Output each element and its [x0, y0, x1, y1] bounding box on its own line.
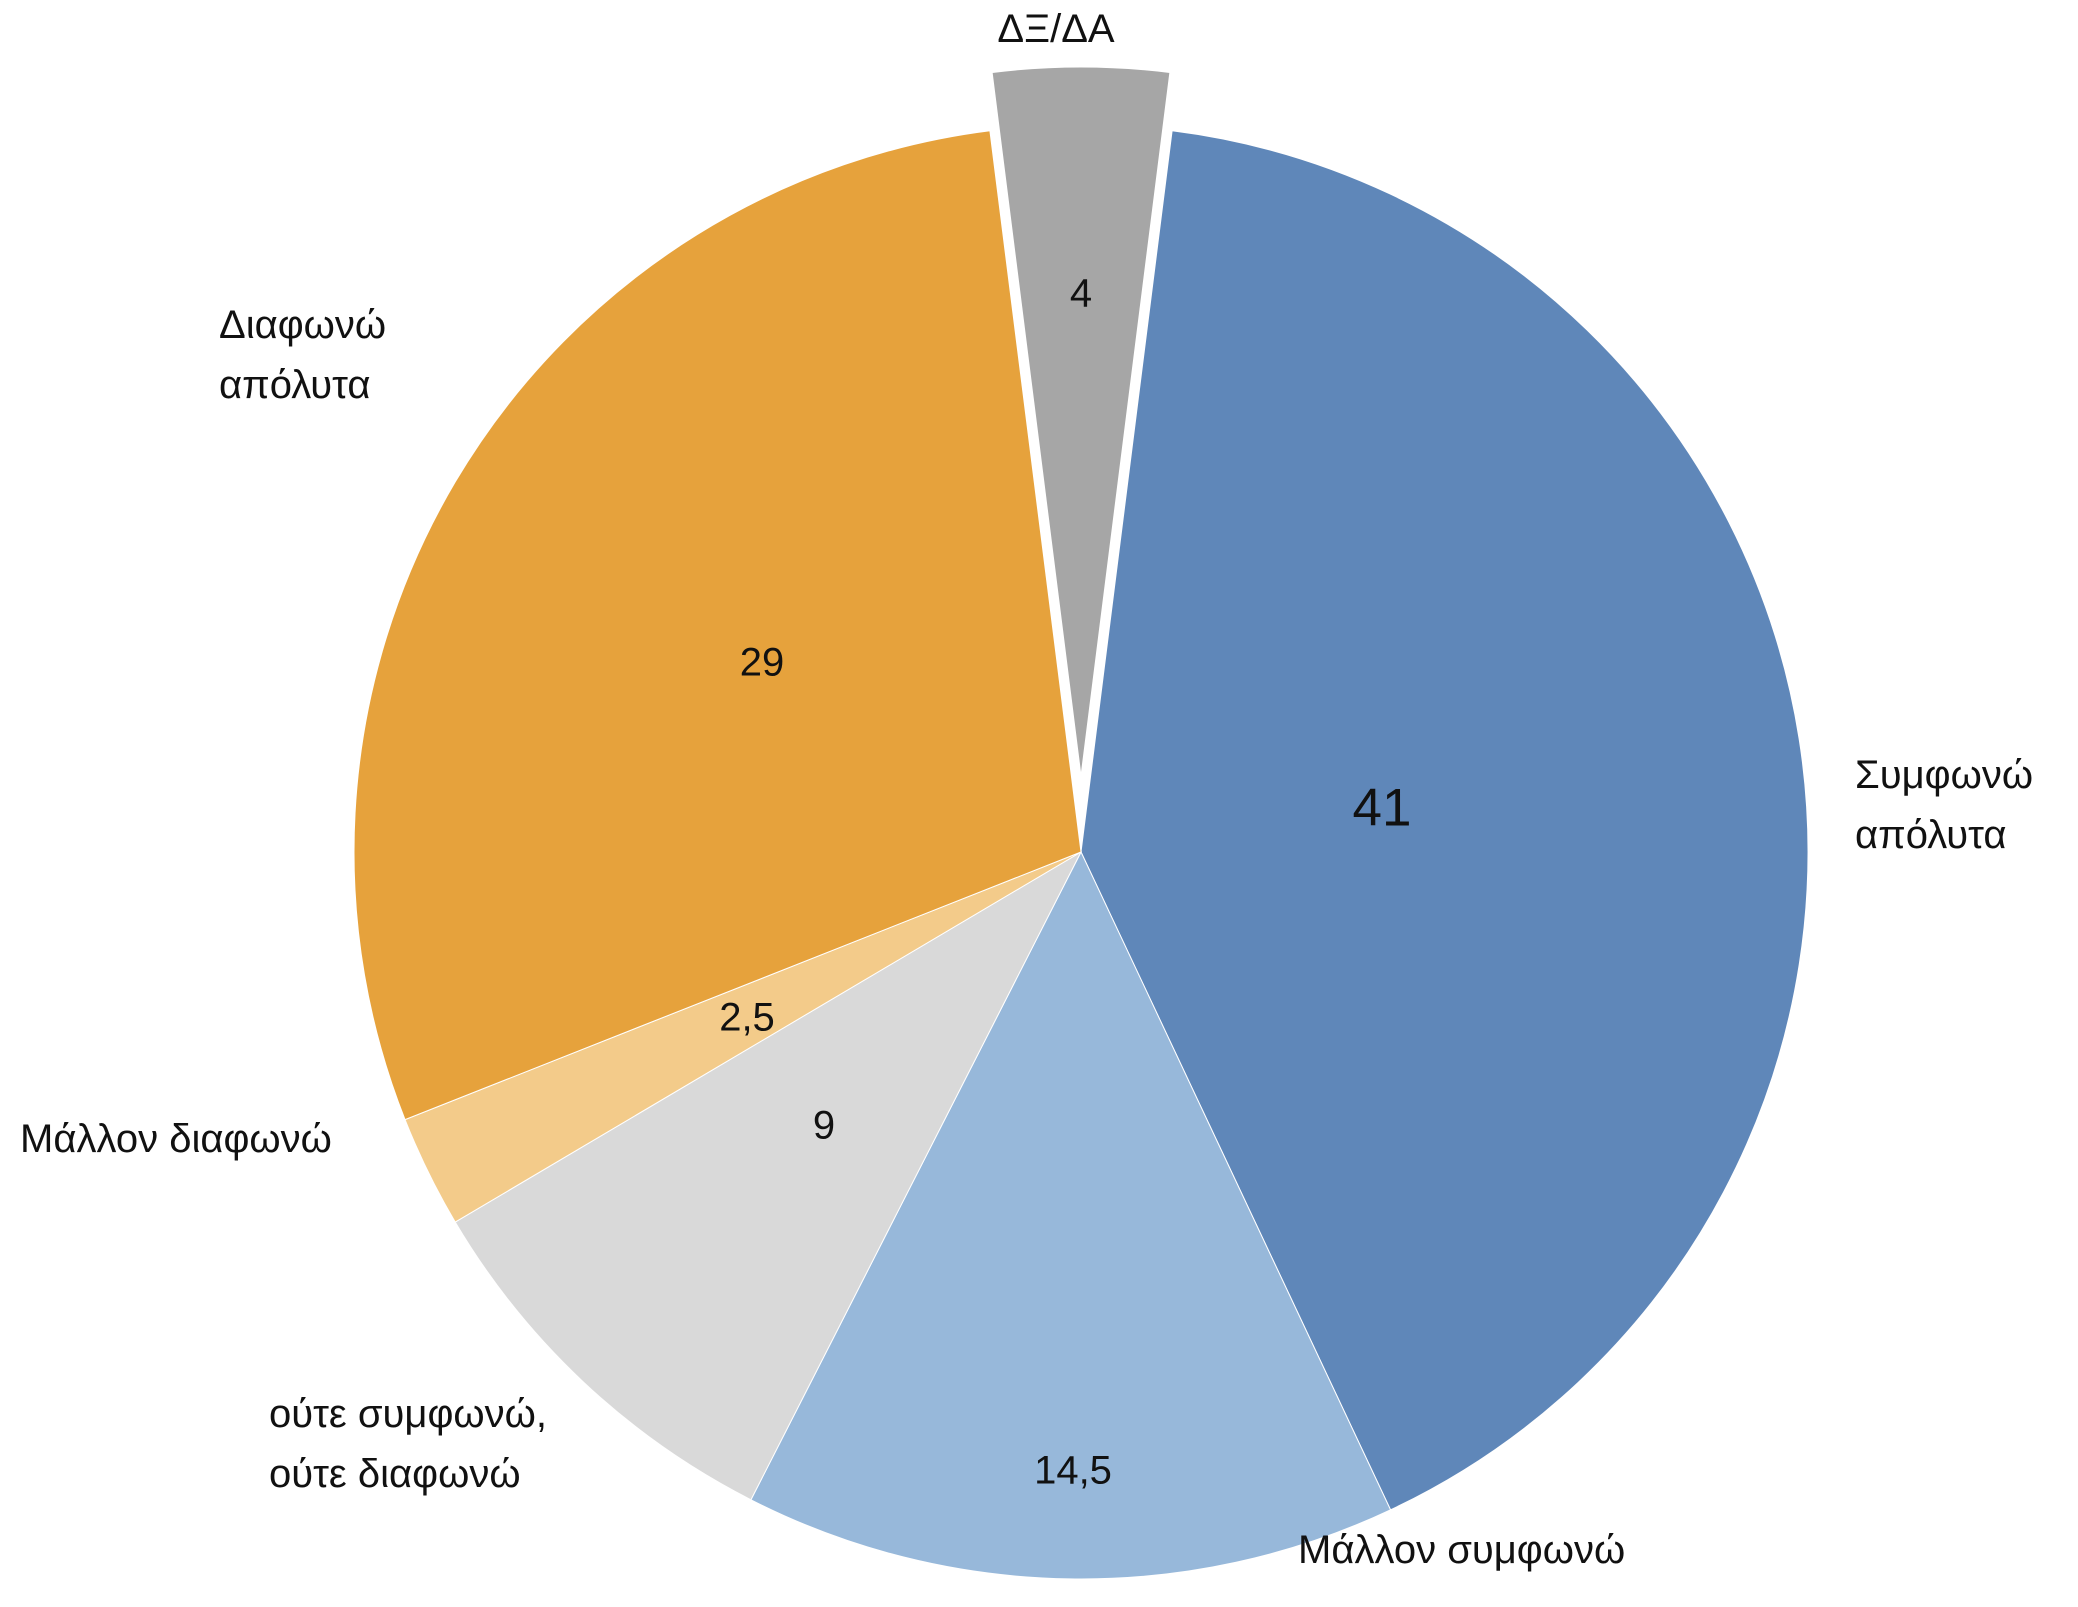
- category-label: ούτε συμφωνώ, ούτε διαφωνώ: [269, 1392, 547, 1496]
- category-label: Μάλλον συμφωνώ: [1298, 1528, 1626, 1572]
- category-label: Μάλλον διαφωνώ: [20, 1117, 332, 1161]
- pie-slice: [454, 850, 1083, 1501]
- value-label: 29: [739, 640, 785, 685]
- category-label: Διαφωνώ απόλυτα: [219, 303, 387, 407]
- pie-slice: [353, 130, 1082, 1121]
- category-label: Συμφωνώ απόλυτα: [1855, 753, 2034, 857]
- pie-slice: [1080, 130, 1809, 1511]
- value-label: 2,5: [719, 995, 775, 1040]
- value-label: 41: [1352, 778, 1412, 838]
- value-label: 14,5: [1034, 1448, 1112, 1493]
- pie-slice: [987, 62, 1175, 793]
- category-label: ΔΞ/ΔΑ: [997, 7, 1115, 51]
- value-label: 4: [1069, 271, 1093, 316]
- value-label: 9: [812, 1103, 836, 1148]
- pie-slice: [750, 850, 1392, 1580]
